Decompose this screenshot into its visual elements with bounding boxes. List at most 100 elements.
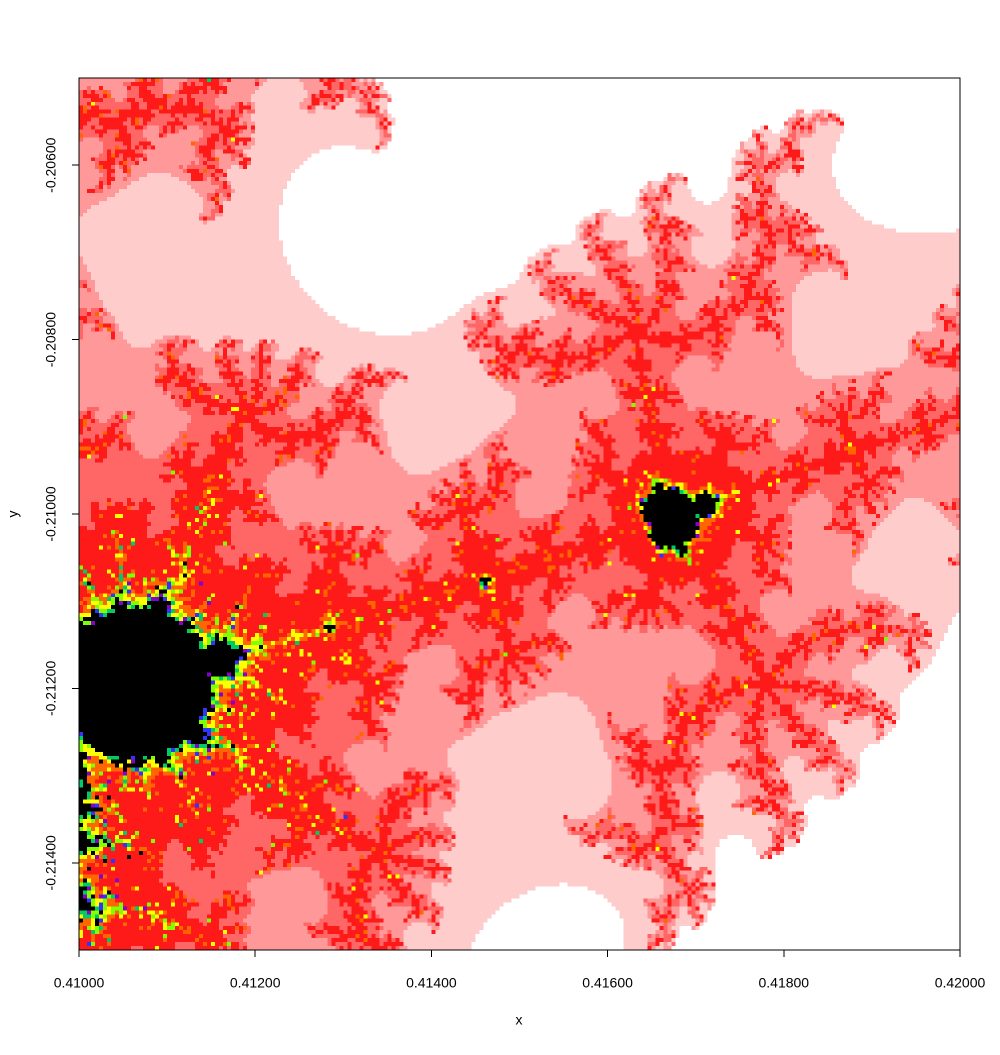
cell <box>143 125 148 131</box>
cell <box>231 434 244 440</box>
cell <box>339 97 344 103</box>
cell <box>127 185 192 190</box>
cell <box>623 339 633 345</box>
cell <box>163 375 176 380</box>
cell <box>831 510 845 515</box>
cell <box>939 339 945 345</box>
cell <box>507 296 545 301</box>
cell <box>327 537 332 543</box>
cell <box>795 442 825 448</box>
cell <box>599 323 617 329</box>
cell <box>467 331 480 337</box>
cell <box>339 422 344 428</box>
cell <box>751 292 757 297</box>
cell <box>663 248 669 253</box>
cell <box>179 371 184 376</box>
cell <box>211 78 220 83</box>
cell <box>663 387 669 392</box>
cell <box>211 506 236 511</box>
cell <box>795 157 801 162</box>
cell <box>367 81 372 87</box>
cell <box>291 268 525 273</box>
cell <box>687 268 693 273</box>
cell <box>195 450 216 456</box>
cell <box>207 141 216 146</box>
cell <box>639 339 649 345</box>
cell <box>155 379 172 384</box>
cell <box>79 232 280 238</box>
cell <box>167 541 172 547</box>
cell <box>487 303 500 309</box>
cell <box>211 212 216 218</box>
cell <box>475 514 480 519</box>
cell <box>95 327 100 333</box>
cell <box>375 446 380 452</box>
cell <box>367 375 372 380</box>
cell <box>127 129 144 134</box>
cell <box>427 494 432 499</box>
cell <box>595 228 605 234</box>
cell <box>255 414 292 420</box>
cell <box>227 137 232 142</box>
cell <box>831 521 841 527</box>
cell <box>95 129 108 134</box>
cell <box>311 93 316 99</box>
cell <box>267 490 428 495</box>
cell <box>651 256 665 261</box>
cell <box>623 331 649 337</box>
cell <box>215 498 224 503</box>
cell <box>567 498 581 503</box>
cell <box>759 529 765 535</box>
cell <box>603 307 617 313</box>
cell <box>591 521 597 527</box>
cell <box>179 521 188 527</box>
cell <box>723 192 737 198</box>
cell <box>175 399 184 404</box>
cell <box>519 462 573 467</box>
cell <box>147 514 172 519</box>
cell <box>223 529 232 535</box>
cell <box>179 406 204 412</box>
cell <box>451 502 456 507</box>
cell <box>515 474 520 479</box>
cell <box>863 486 873 491</box>
cell <box>603 367 633 372</box>
cell <box>755 244 761 249</box>
cell <box>827 260 837 265</box>
cell <box>207 192 216 198</box>
cell <box>283 454 288 460</box>
cell <box>587 303 593 309</box>
cell <box>183 403 192 408</box>
cell <box>299 446 320 452</box>
cell <box>643 490 653 495</box>
cell <box>403 466 440 471</box>
cell <box>875 454 893 460</box>
cell <box>147 153 196 158</box>
cell <box>767 517 785 523</box>
cell <box>807 403 821 408</box>
cell <box>307 93 312 99</box>
cell <box>455 502 464 507</box>
cell <box>207 514 212 519</box>
cell <box>799 145 837 150</box>
cell <box>387 129 392 134</box>
cell <box>211 196 216 202</box>
cell <box>623 244 629 249</box>
cell <box>799 157 805 162</box>
cell <box>939 307 945 313</box>
cell <box>467 474 476 479</box>
cell <box>223 173 228 178</box>
cell <box>763 327 769 333</box>
cell <box>455 486 460 491</box>
cell <box>95 125 104 131</box>
cell <box>631 268 665 273</box>
cell <box>655 260 661 265</box>
cell <box>579 525 601 531</box>
cell <box>771 319 777 325</box>
cell <box>559 510 565 515</box>
cell <box>371 375 376 380</box>
cell <box>455 514 460 519</box>
cell <box>811 133 841 138</box>
cell <box>727 280 749 285</box>
cell <box>463 323 468 329</box>
